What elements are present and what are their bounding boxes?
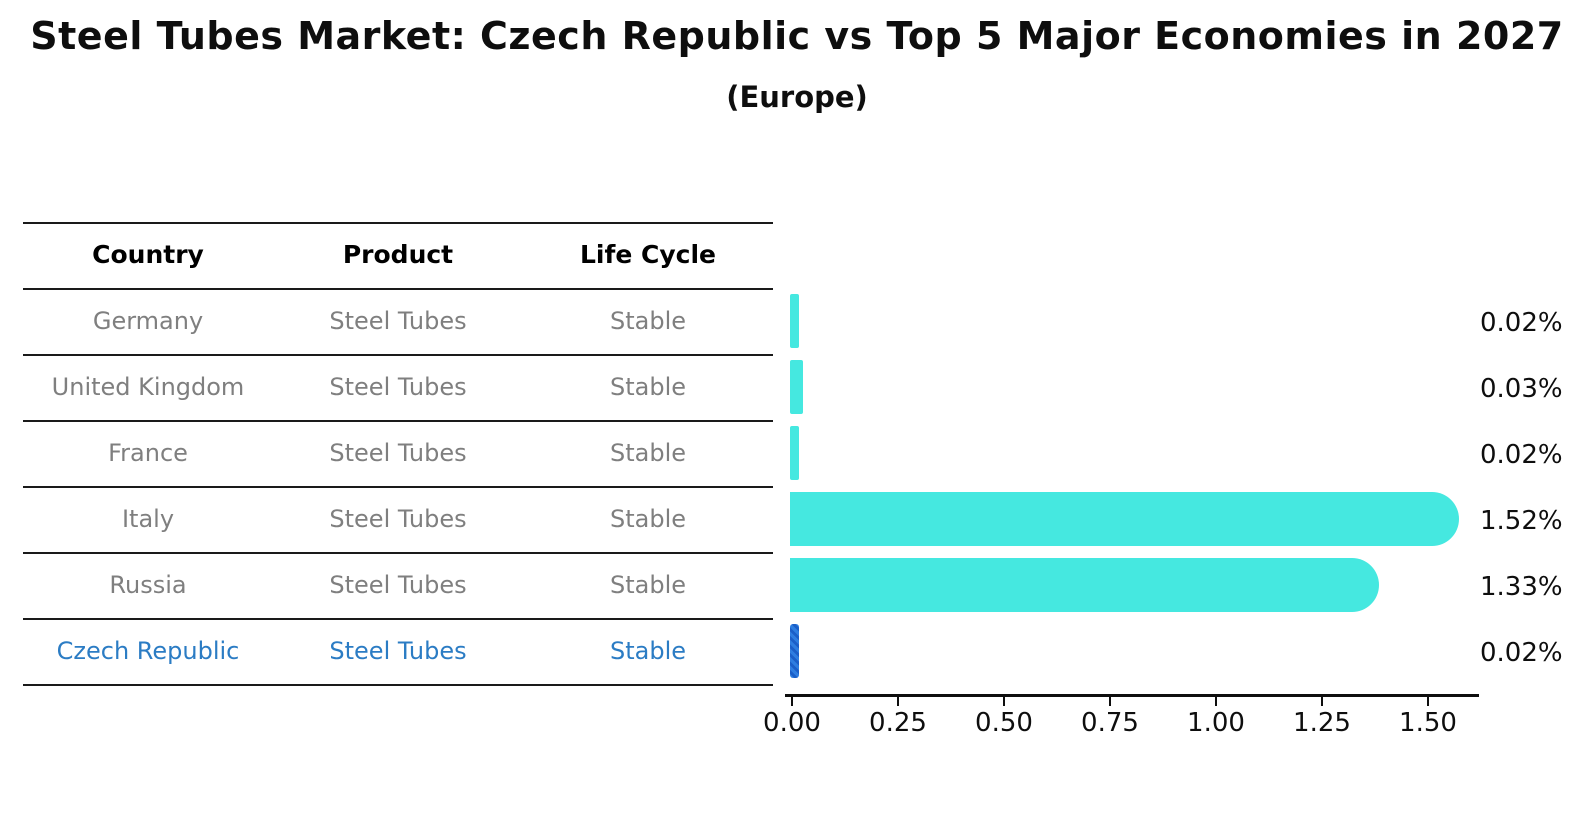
x-tick-label: 0.25 [869,708,927,738]
product-cell: Steel Tubes [329,307,467,335]
table-row-italy: Italy Steel Tubes Stable [23,486,773,552]
chart-title: Steel Tubes Market: Czech Republic vs To… [30,14,1564,58]
value-label-italy: 1.52% [1480,506,1563,536]
product-cell: Steel Tubes [329,637,467,665]
product-cell: Steel Tubes [329,571,467,599]
chart-subtitle: (Europe) [726,80,868,114]
table-header-product: Product [342,240,454,269]
x-tick-mark [1109,697,1111,706]
bar-united-kingdom [790,360,803,414]
country-cell: Germany [92,307,204,335]
table-row-divider [23,486,773,488]
bar-czech-republic [790,624,799,678]
value-label-russia: 1.33% [1480,572,1563,602]
product-cell: Steel Tubes [329,373,467,401]
table-row-divider [23,552,773,554]
x-tick-mark [1003,697,1005,706]
table-header-row: Country Product Life Cycle [23,222,773,288]
value-label-germany: 0.02% [1480,308,1563,338]
x-tick-label: 0.50 [975,708,1033,738]
x-tick-mark [791,697,793,706]
country-cell: Italy [121,505,175,533]
x-tick-mark [1427,697,1429,706]
life-cycle-cell: Stable [609,307,687,335]
value-label-czech-republic: 0.02% [1480,638,1563,668]
table-row-united-kingdom: United Kingdom Steel Tubes Stable [23,354,773,420]
bar-france [790,426,799,480]
table-header-life-cycle: Life Cycle [579,240,717,269]
x-tick-label: 0.00 [763,708,821,738]
country-cell: Czech Republic [56,637,240,665]
bar-russia [790,558,1379,612]
table-row-russia: Russia Steel Tubes Stable [23,552,773,618]
x-axis-line [785,694,1479,697]
product-cell: Steel Tubes [329,505,467,533]
x-tick-mark [1215,697,1217,706]
table-top-border [23,222,773,224]
country-cell: United Kingdom [51,373,245,401]
table-row-divider [23,618,773,620]
bar-italy [790,492,1459,546]
value-label-france: 0.02% [1480,440,1563,470]
table-row-germany: Germany Steel Tubes Stable [23,288,773,354]
life-cycle-cell: Stable [609,373,687,401]
x-tick-mark [897,697,899,706]
table-row-france: France Steel Tubes Stable [23,420,773,486]
table-bottom-border [23,684,773,686]
x-tick-label: 1.25 [1293,708,1351,738]
x-tick-label: 0.75 [1081,708,1139,738]
x-tick-mark [1321,697,1323,706]
x-tick-label: 1.50 [1399,708,1457,738]
country-cell: Russia [109,571,187,599]
table-header-border [23,288,773,290]
table-header-country: Country [92,240,204,269]
life-cycle-cell: Stable [609,571,687,599]
table-row-divider [23,354,773,356]
life-cycle-cell: Stable [609,505,687,533]
x-tick-label: 1.00 [1187,708,1245,738]
value-label-united-kingdom: 0.03% [1480,374,1563,404]
table-row-czech-republic: Czech Republic Steel Tubes Stable [23,618,773,684]
bar-germany [790,294,799,348]
product-cell: Steel Tubes [329,439,467,467]
table-row-divider [23,420,773,422]
life-cycle-cell: Stable [609,439,687,467]
life-cycle-cell: Stable [609,637,687,665]
country-cell: France [108,439,188,467]
